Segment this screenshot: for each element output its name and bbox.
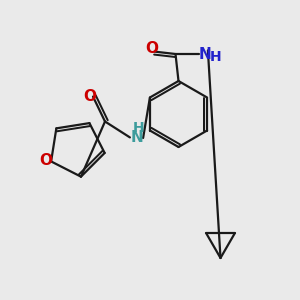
Text: H: H (209, 50, 221, 64)
Text: N: N (130, 130, 143, 146)
Text: O: O (39, 153, 52, 168)
Text: O: O (83, 89, 96, 104)
Text: N: N (199, 46, 211, 62)
Text: H: H (133, 121, 144, 135)
Text: O: O (146, 41, 159, 56)
